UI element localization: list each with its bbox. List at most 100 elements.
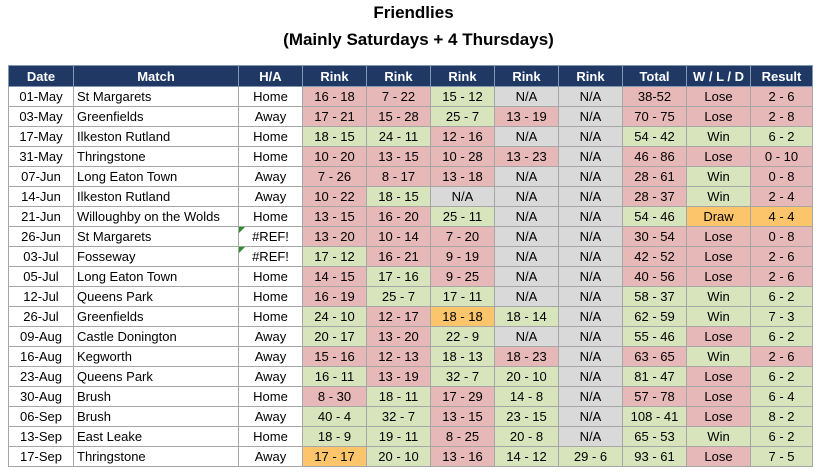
- match-cell: Castle Donington: [73, 326, 239, 347]
- win-lose-draw-cell: Draw: [686, 206, 751, 227]
- rink-score-cell: 29 - 6: [558, 446, 623, 467]
- rink-score-cell: 18 - 15: [302, 126, 367, 147]
- home-away-cell: Away: [238, 346, 303, 367]
- total-cell: 54 - 46: [622, 206, 687, 227]
- home-away-cell: Home: [238, 306, 303, 327]
- rink-score-cell: N/A: [558, 286, 623, 307]
- rink-score-cell: N/A: [494, 126, 559, 147]
- date-cell: 09-Aug: [8, 326, 74, 347]
- rink-score-cell: 16 - 20: [366, 206, 431, 227]
- table-body: 01-May St Margarets Home 16 - 18 7 - 22 15 - …: [8, 86, 813, 467]
- rink-score-cell: N/A: [430, 186, 495, 207]
- rink-score-cell: 13 - 15: [430, 406, 495, 427]
- result-cell: 2 - 6: [750, 346, 813, 367]
- rink-score-cell: 13 - 16: [430, 446, 495, 467]
- home-away-cell: Home: [238, 266, 303, 287]
- rink-score-cell: N/A: [558, 406, 623, 427]
- total-cell: 63 - 65: [622, 346, 687, 367]
- rink-score-cell: 7 - 20: [430, 226, 495, 247]
- rink-score-cell: N/A: [494, 326, 559, 347]
- total-cell: 38-52: [622, 86, 687, 107]
- rink-score-cell: 32 - 7: [366, 406, 431, 427]
- rink-score-cell: 10 - 14: [366, 226, 431, 247]
- rink-score-cell: 7 - 22: [366, 86, 431, 107]
- match-cell: Thringstone: [73, 146, 239, 167]
- rink-score-cell: 18 - 23: [494, 346, 559, 367]
- rink-score-cell: N/A: [558, 86, 623, 107]
- column-header: Rink: [302, 65, 367, 87]
- rink-score-cell: 10 - 20: [302, 146, 367, 167]
- rink-score-cell: N/A: [494, 226, 559, 247]
- win-lose-draw-cell: Lose: [686, 326, 751, 347]
- column-header: Date: [8, 65, 74, 87]
- table-row: 31-May Thringstone Home 10 - 20 13 - 15 10 - …: [8, 146, 813, 167]
- rink-score-cell: N/A: [558, 366, 623, 387]
- match-cell: Fosseway: [73, 246, 239, 267]
- table-row: 14-Jun Ilkeston Rutland Away 10 - 22 18 - 15…: [8, 186, 813, 207]
- column-header: Rink: [430, 65, 495, 87]
- table-row: 17-May Ilkeston Rutland Home 18 - 15 24 - 11…: [8, 126, 813, 147]
- rink-score-cell: 25 - 7: [430, 106, 495, 127]
- table-row: 13-Sep East Leake Home 18 - 9 19 - 11 8 - 25 2…: [8, 426, 813, 447]
- total-cell: 28 - 61: [622, 166, 687, 187]
- rink-score-cell: 12 - 17: [366, 306, 431, 327]
- rink-score-cell: 8 - 25: [430, 426, 495, 447]
- table-row: 05-Jul Long Eaton Town Home 14 - 15 17 - 16 9…: [8, 266, 813, 287]
- rink-score-cell: 18 - 15: [366, 186, 431, 207]
- win-lose-draw-cell: Lose: [686, 246, 751, 267]
- date-cell: 06-Sep: [8, 406, 74, 427]
- rink-score-cell: 8 - 30: [302, 386, 367, 407]
- date-cell: 21-Jun: [8, 206, 74, 227]
- date-cell: 16-Aug: [8, 346, 74, 367]
- result-cell: 6 - 4: [750, 386, 813, 407]
- rink-score-cell: 18 - 11: [366, 386, 431, 407]
- table-row: 07-Jun Long Eaton Town Away 7 - 26 8 - 17 13 …: [8, 166, 813, 187]
- rink-score-cell: 32 - 7: [430, 366, 495, 387]
- rink-score-cell: 17 - 29: [430, 386, 495, 407]
- rink-score-cell: 16 - 21: [366, 246, 431, 267]
- rink-score-cell: 12 - 16: [430, 126, 495, 147]
- rink-score-cell: 20 - 8: [494, 426, 559, 447]
- rink-score-cell: 14 - 12: [494, 446, 559, 467]
- date-cell: 14-Jun: [8, 186, 74, 207]
- rink-score-cell: 10 - 28: [430, 146, 495, 167]
- total-cell: 108 - 41: [622, 406, 687, 427]
- table-row: 03-Jul Fosseway #REF! 17 - 12 16 - 21 9 - 19 N…: [8, 246, 813, 267]
- rink-score-cell: 9 - 19: [430, 246, 495, 267]
- rink-score-cell: 22 - 9: [430, 326, 495, 347]
- rink-score-cell: N/A: [558, 326, 623, 347]
- match-cell: St Margarets: [73, 226, 239, 247]
- rink-score-cell: 25 - 7: [366, 286, 431, 307]
- home-away-cell: Home: [238, 146, 303, 167]
- win-lose-draw-cell: Lose: [686, 386, 751, 407]
- home-away-cell: Home: [238, 426, 303, 447]
- result-cell: 8 - 2: [750, 406, 813, 427]
- rink-score-cell: 17 - 17: [302, 446, 367, 467]
- table-row: 03-May Greenfields Away 17 - 21 15 - 28 25 - …: [8, 106, 813, 127]
- rink-score-cell: N/A: [558, 126, 623, 147]
- rink-score-cell: 13 - 15: [302, 206, 367, 227]
- total-cell: 70 - 75: [622, 106, 687, 127]
- total-cell: 40 - 56: [622, 266, 687, 287]
- rink-score-cell: 12 - 13: [366, 346, 431, 367]
- column-header: Rink: [494, 65, 559, 87]
- result-cell: 6 - 2: [750, 366, 813, 387]
- rink-score-cell: 40 - 4: [302, 406, 367, 427]
- result-cell: 6 - 2: [750, 286, 813, 307]
- win-lose-draw-cell: Win: [686, 306, 751, 327]
- home-away-cell: Away: [238, 186, 303, 207]
- rink-score-cell: 20 - 17: [302, 326, 367, 347]
- home-away-cell: Home: [238, 386, 303, 407]
- total-cell: 81 - 47: [622, 366, 687, 387]
- result-cell: 2 - 8: [750, 106, 813, 127]
- win-lose-draw-cell: Lose: [686, 366, 751, 387]
- rink-score-cell: 25 - 11: [430, 206, 495, 227]
- table-row: 17-Sep Thringstone Away 17 - 17 20 - 10 13 - …: [8, 446, 813, 467]
- win-lose-draw-cell: Lose: [686, 406, 751, 427]
- match-cell: East Leake: [73, 426, 239, 447]
- column-header: Match: [73, 65, 239, 87]
- result-cell: 7 - 3: [750, 306, 813, 327]
- win-lose-draw-cell: Win: [686, 346, 751, 367]
- match-cell: Ilkeston Rutland: [73, 126, 239, 147]
- home-away-cell: #REF!: [238, 246, 303, 267]
